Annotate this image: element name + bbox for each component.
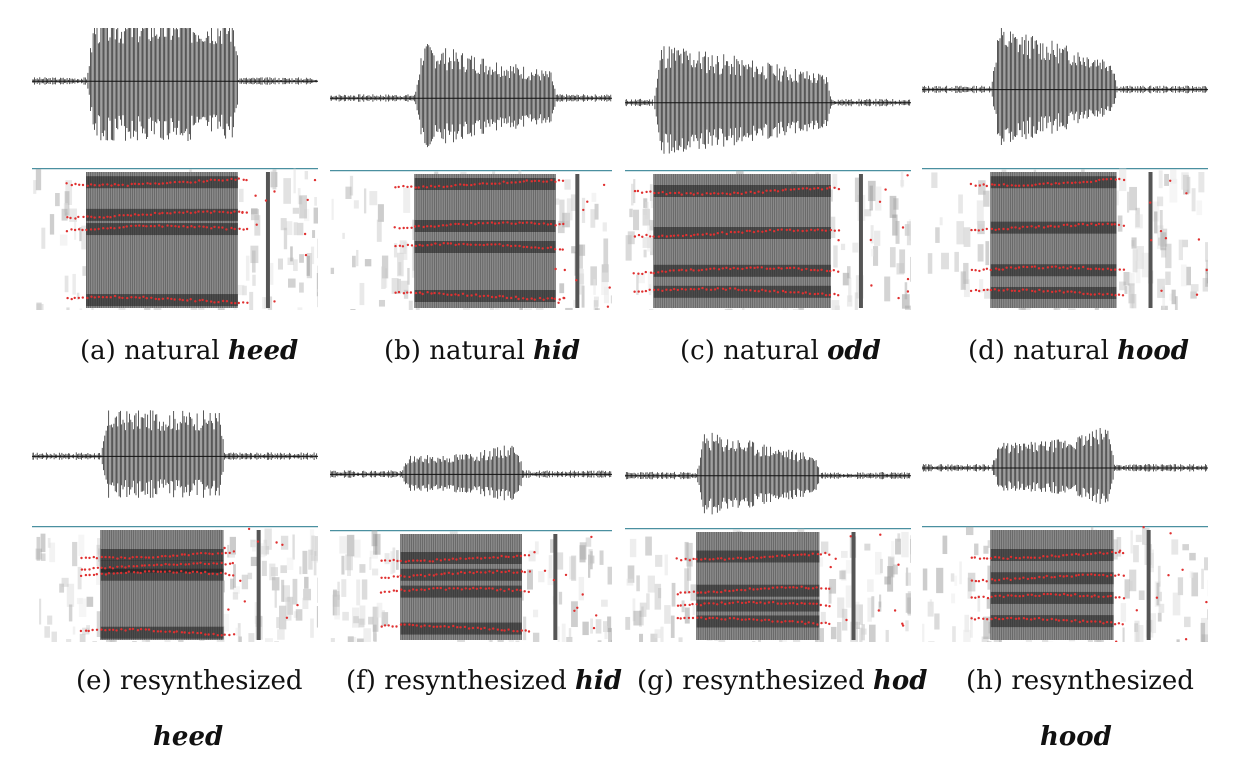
caption-d: (d) natural hood (968, 336, 1189, 366)
caption-h: (h) resynthesized (966, 666, 1194, 696)
caption-b: (b) natural hid (384, 336, 580, 366)
spectrogram-a (32, 168, 318, 310)
spectrogram-f (330, 530, 612, 642)
caption-e: (e) resynthesized (76, 666, 303, 696)
waveform-e (32, 410, 318, 526)
spectrogram-e (32, 526, 318, 642)
waveform-h (922, 410, 1208, 526)
waveform-a (32, 28, 318, 168)
waveform-d (922, 28, 1208, 168)
caption-c: (c) natural odd (680, 336, 881, 366)
caption-h-word: hood (1040, 722, 1112, 752)
spectrogram-h (922, 526, 1208, 642)
spectrogram-g (625, 528, 911, 642)
spectrogram-b (330, 170, 612, 310)
spectrogram-d (922, 168, 1208, 310)
caption-e-word: heed (153, 722, 223, 752)
waveform-b (330, 32, 612, 170)
caption-a: (a) natural heed (80, 336, 298, 366)
waveform-f (330, 414, 612, 530)
waveform-c (625, 30, 911, 170)
caption-g: (g) resynthesized hod (637, 666, 927, 696)
caption-f: (f) resynthesized hid (346, 666, 622, 696)
spectrogram-c (625, 170, 911, 310)
waveform-g (625, 412, 911, 528)
